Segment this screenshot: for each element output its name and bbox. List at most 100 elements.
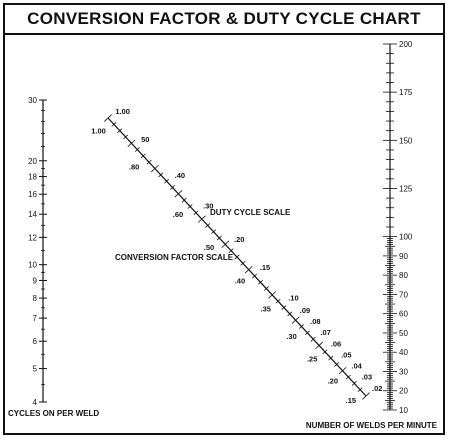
chart-title: CONVERSION FACTOR & DUTY CYCLE CHART — [27, 9, 421, 28]
diagonal-tick — [299, 324, 304, 329]
conversion-factor-tick-label: .80 — [129, 163, 139, 172]
cycles-tick-label: 4 — [33, 398, 38, 407]
diagonal-tick — [187, 204, 193, 209]
diagonal-tick — [104, 114, 112, 122]
diagonal-tick — [345, 374, 351, 380]
cycles-tick-label: 5 — [33, 365, 38, 374]
conversion-factor-tick-label: .30 — [286, 332, 296, 341]
diagonal-tick — [257, 279, 263, 285]
cycles-tick-label: 7 — [33, 314, 38, 323]
conversion-factor-tick-label: .15 — [346, 396, 356, 405]
diagonal-tick — [338, 367, 347, 375]
duty-cycle-tick-label: .08 — [310, 317, 320, 326]
diagonal-tick — [150, 164, 159, 173]
duty-cycle-tick-label: .05 — [341, 350, 351, 359]
conversion-factor-tick-label: .25 — [307, 354, 317, 363]
diagonal-tick — [216, 235, 222, 241]
cycles-tick-label: 18 — [28, 173, 37, 182]
conversion-factor-tick-label: .20 — [328, 377, 338, 386]
welds-tick-label: 20 — [399, 387, 408, 396]
title-bar: CONVERSION FACTOR & DUTY CYCLE CHART — [5, 5, 443, 35]
diagonal-tick — [263, 286, 269, 291]
welds-tick-label: 125 — [399, 184, 413, 193]
diagonal-tick — [211, 229, 217, 235]
duty-cycle-tick-label: 1.00 — [115, 107, 130, 116]
welds-tick-label: 90 — [399, 252, 408, 261]
welds-tick-label: 10 — [399, 406, 408, 415]
diagonal-tick — [140, 153, 146, 159]
diagonal-tick — [146, 159, 152, 165]
diagonal-tick — [221, 240, 230, 249]
duty-cycle-tick-label: 50 — [141, 135, 149, 144]
diagonal-tick — [244, 265, 253, 274]
diagonal-tick — [357, 387, 363, 393]
diagonal-tick — [281, 305, 287, 310]
diagonal-tick — [252, 273, 258, 279]
welds-per-minute-axis-label: NUMBER OF WELDS PER MINUTE — [306, 421, 438, 430]
diagonal-tick — [287, 311, 293, 317]
welds-tick-label: 60 — [399, 310, 408, 319]
diagonal-tick — [304, 330, 310, 336]
diagonal-tick — [134, 147, 140, 152]
diagonal-tick — [228, 248, 234, 254]
duty-cycle-tick-label: .20 — [234, 235, 244, 244]
diagonal-tick — [127, 139, 136, 147]
cycles-tick-label: 8 — [33, 294, 38, 303]
diagonal-tick — [174, 190, 183, 198]
diagonal-tick — [111, 121, 117, 127]
conversion-factor-tick-label: .35 — [261, 304, 271, 313]
welds-tick-label: 150 — [399, 136, 413, 145]
cycles-tick-label: 10 — [28, 261, 37, 270]
diagonal-tick — [334, 362, 340, 367]
conversion-factor-tick-label: .60 — [173, 210, 183, 219]
welds-tick-label: 100 — [399, 233, 413, 242]
diagonal-tick — [240, 260, 246, 266]
cycles-tick-label: 20 — [28, 157, 37, 166]
diagonal-tick — [234, 254, 240, 260]
welds-tick-label: 200 — [399, 40, 413, 49]
welds-per-minute-scale: 200 175 150 125 100 90 80 70 60 50 40 30 20 10 — [383, 40, 413, 415]
diagonal-tick — [123, 134, 129, 140]
cycles-tick-label: 9 — [33, 276, 38, 285]
duty-cycle-tick-label: .04 — [351, 362, 362, 371]
duty-cycle-tick-label: .30 — [203, 202, 213, 211]
conversion-factor-tick-label: 1.00 — [91, 126, 106, 135]
diagonal-tick — [193, 210, 199, 216]
duty-cycle-tick-label: .07 — [320, 328, 330, 337]
diagonal-tick — [268, 291, 277, 299]
diagonal-tick — [158, 172, 164, 178]
welds-tick-label: 80 — [399, 271, 408, 280]
conversion-factor-tick-label: .40 — [235, 276, 245, 285]
diagonal-tick — [197, 215, 206, 223]
duty-cycle-tick-label: .09 — [300, 306, 310, 315]
cycles-tick-label: 6 — [33, 337, 38, 346]
diagonal-tick — [164, 178, 170, 184]
diagonal-tick — [351, 381, 357, 386]
cycles-per-weld-axis-label: CYCLES ON PER WELD — [8, 409, 99, 418]
diagonal-tick — [117, 128, 123, 133]
welds-tick-label: 50 — [399, 329, 408, 338]
welds-tick-label: 30 — [399, 367, 408, 376]
duty-cycle-tick-label: .06 — [331, 339, 341, 348]
diagonal-tick — [170, 185, 175, 190]
duty-cycle-tick-label: .10 — [288, 293, 298, 302]
diagonal-tick — [362, 392, 370, 400]
cycles-tick-label: 30 — [28, 96, 37, 105]
welds-tick-label: 40 — [399, 348, 408, 357]
chart-frame: CONVERSION FACTOR & DUTY CYCLE CHART — [3, 3, 445, 435]
duty-cycle-tick-label: .03 — [362, 373, 372, 382]
cycles-tick-label: 12 — [28, 233, 37, 242]
conversion-factor-scale-label: CONVERSION FACTOR SCALE — [115, 253, 234, 262]
welds-tick-label: 70 — [399, 290, 408, 299]
diagonal-tick — [181, 197, 187, 203]
duty-cycle-tick-label: .40 — [175, 171, 185, 180]
diagonal-tick — [322, 349, 328, 355]
diagonal-tick — [275, 298, 281, 304]
welds-tick-label: 175 — [399, 88, 413, 97]
duty-cycle-tick-label: .15 — [260, 263, 270, 272]
diagonal-tick — [291, 316, 300, 324]
diagonal-tick — [205, 223, 211, 228]
conversion-factor-tick-label: .50 — [204, 243, 214, 252]
cycles-tick-label: 16 — [28, 190, 37, 199]
